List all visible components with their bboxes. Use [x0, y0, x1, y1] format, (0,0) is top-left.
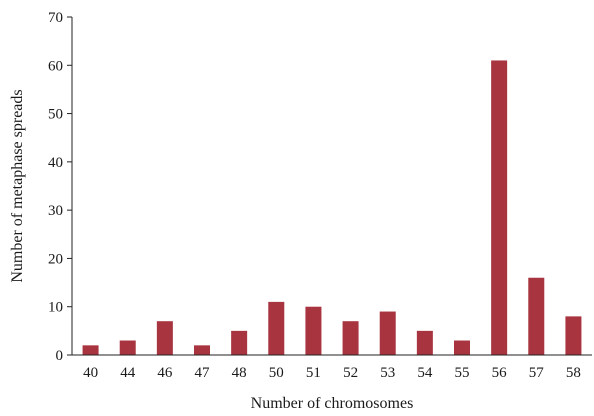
y-tick-label: 20 — [48, 251, 63, 267]
bar-47 — [194, 345, 210, 355]
y-tick-label: 70 — [48, 10, 63, 26]
bars — [83, 60, 582, 355]
x-tick-label: 52 — [343, 365, 358, 381]
x-tick-label: 40 — [83, 365, 98, 381]
x-tick-label: 51 — [306, 365, 321, 381]
x-tick-label: 50 — [269, 365, 284, 381]
bar-44 — [120, 341, 136, 355]
bar-46 — [157, 321, 173, 355]
x-tick-label: 53 — [380, 365, 395, 381]
bar-48 — [231, 331, 247, 355]
x-tick-label: 55 — [455, 365, 470, 381]
y-tick-label: 0 — [56, 348, 64, 364]
y-tick-label: 30 — [48, 203, 63, 219]
bar-58 — [565, 316, 581, 355]
bar-53 — [380, 312, 396, 355]
bar-54 — [417, 331, 433, 355]
x-axis-title: Number of chromosomes — [251, 395, 414, 412]
x-tick-label: 57 — [529, 365, 545, 381]
x-axis-ticks: 40 44 46 47 48 50 51 52 53 54 55 56 57 58 — [83, 365, 581, 381]
x-tick-label: 58 — [566, 365, 581, 381]
y-tick-label: 50 — [48, 107, 63, 123]
x-tick-label: 48 — [232, 365, 247, 381]
bar-56 — [491, 60, 507, 355]
x-tick-label: 46 — [157, 365, 173, 381]
bar-51 — [305, 307, 321, 355]
y-tick-label: 60 — [48, 58, 63, 74]
y-tick-label: 40 — [48, 155, 63, 171]
x-tick-label: 54 — [417, 365, 433, 381]
bar-57 — [528, 278, 544, 355]
bar-55 — [454, 341, 470, 355]
x-tick-label: 56 — [492, 365, 508, 381]
bar-50 — [268, 302, 284, 355]
x-tick-label: 44 — [120, 365, 136, 381]
bar-52 — [343, 321, 359, 355]
bar-40 — [83, 345, 99, 355]
x-tick-label: 47 — [195, 365, 211, 381]
y-tick-label: 10 — [48, 300, 63, 316]
y-axis-title: Number of metaphase spreads — [9, 89, 26, 282]
y-axis-ticks: 0 10 20 30 40 50 60 70 — [48, 10, 72, 364]
